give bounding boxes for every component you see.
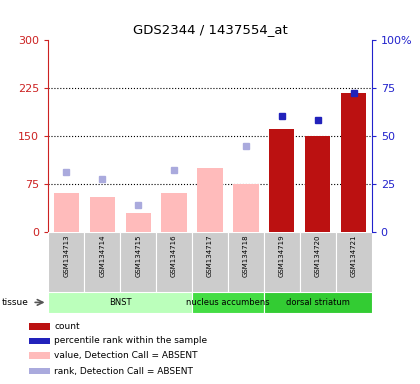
Text: count: count	[54, 322, 80, 331]
Bar	[305, 136, 331, 232]
Bar	[228, 232, 264, 292]
Bar	[29, 338, 50, 344]
Bar	[84, 232, 120, 292]
Bar	[89, 197, 115, 232]
Bar	[120, 232, 156, 292]
Bar	[48, 232, 84, 292]
Bar	[29, 323, 50, 330]
Bar	[126, 213, 151, 232]
Text: GSM134717: GSM134717	[207, 235, 213, 277]
Bar	[162, 193, 186, 232]
Bar	[156, 232, 192, 292]
Text: GSM134720: GSM134720	[315, 235, 321, 277]
Bar	[192, 292, 264, 313]
Text: GSM134718: GSM134718	[243, 235, 249, 277]
Bar	[197, 168, 223, 232]
Text: percentile rank within the sample: percentile rank within the sample	[54, 336, 207, 346]
Bar	[336, 232, 372, 292]
Text: GSM134716: GSM134716	[171, 235, 177, 277]
Text: dorsal striatum: dorsal striatum	[286, 298, 350, 307]
Bar	[192, 232, 228, 292]
Text: nucleus accumbens: nucleus accumbens	[186, 298, 270, 307]
Bar	[264, 292, 372, 313]
Bar	[234, 184, 259, 232]
Bar	[269, 129, 294, 232]
Title: GDS2344 / 1437554_at: GDS2344 / 1437554_at	[133, 23, 287, 36]
Bar	[29, 368, 50, 374]
Text: GSM134721: GSM134721	[351, 235, 357, 277]
Bar	[54, 193, 79, 232]
Text: BNST: BNST	[109, 298, 131, 307]
Text: GSM134715: GSM134715	[135, 235, 141, 277]
Bar	[341, 93, 366, 232]
Text: GSM134719: GSM134719	[279, 235, 285, 277]
Text: value, Detection Call = ABSENT: value, Detection Call = ABSENT	[54, 351, 198, 360]
Bar	[300, 232, 336, 292]
Text: tissue: tissue	[2, 298, 29, 307]
Text: GSM134714: GSM134714	[99, 235, 105, 277]
Bar	[29, 352, 50, 359]
Text: GSM134713: GSM134713	[63, 235, 69, 277]
Text: rank, Detection Call = ABSENT: rank, Detection Call = ABSENT	[54, 366, 193, 376]
Bar	[48, 292, 192, 313]
Bar	[264, 232, 300, 292]
